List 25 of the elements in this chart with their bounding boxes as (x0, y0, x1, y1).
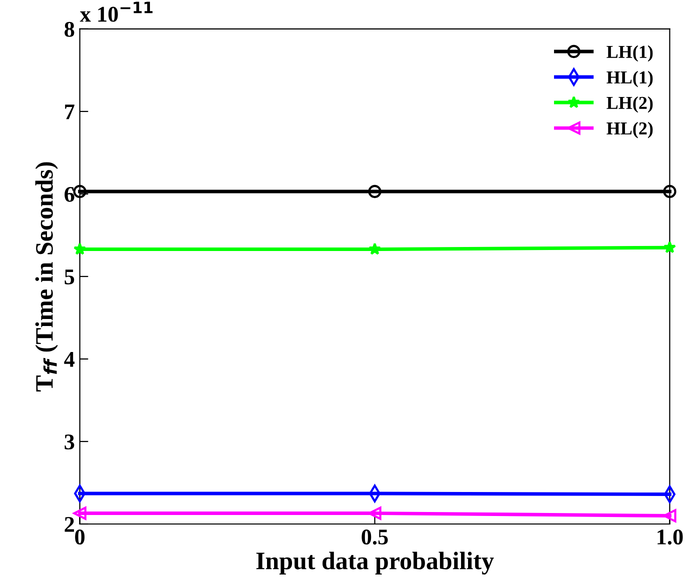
y-tick-label: 8 (64, 22, 74, 37)
point (368, 184, 382, 198)
legend-label: LH(2) (606, 96, 653, 113)
legend-label: HL(1) (606, 70, 653, 88)
y-tick-label: 5 (64, 270, 74, 284)
point (73, 506, 86, 520)
x-tick-label: 0.5 (362, 530, 388, 545)
legend-label: LH(1) (606, 45, 653, 62)
point (368, 506, 382, 520)
y-axis-title: T$_{ff}$ (Time in Seconds) (35, 162, 58, 392)
legend-label: HL(2) (606, 122, 653, 138)
y-tick-label: 4 (64, 352, 75, 367)
y-tick-label: 2 (64, 516, 74, 532)
point (73, 184, 86, 198)
point (663, 240, 676, 254)
text: x 10$^{−11}$ (80, 2, 153, 22)
y-tick-label: 6 (64, 186, 74, 202)
x-tick-label: 0 (75, 530, 85, 544)
point (663, 184, 676, 198)
y-tick-label: 3 (64, 434, 74, 450)
x-tick-label: 1.0 (658, 530, 683, 545)
point (73, 242, 86, 255)
x-axis-title: Input data probability (256, 552, 494, 575)
y-tick-label: 7 (65, 104, 74, 120)
point (368, 242, 382, 255)
